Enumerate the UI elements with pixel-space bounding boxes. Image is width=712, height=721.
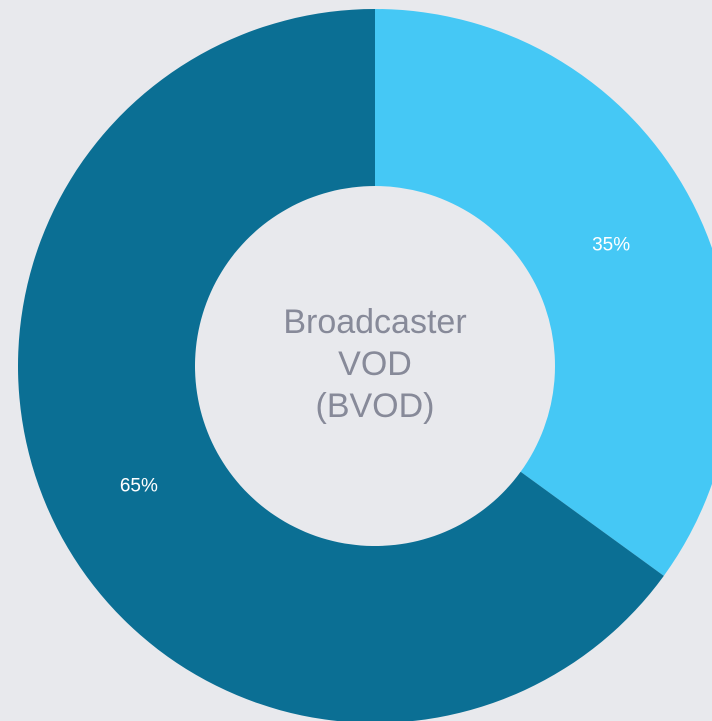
donut-slice	[375, 9, 712, 576]
value-label: 65%	[120, 475, 158, 496]
center-text: Broadcaster	[283, 303, 466, 341]
center-text: VOD	[338, 345, 412, 383]
value-label: 35%	[592, 235, 630, 256]
center-text: (BVOD)	[316, 387, 435, 425]
donut-slice	[18, 9, 664, 721]
